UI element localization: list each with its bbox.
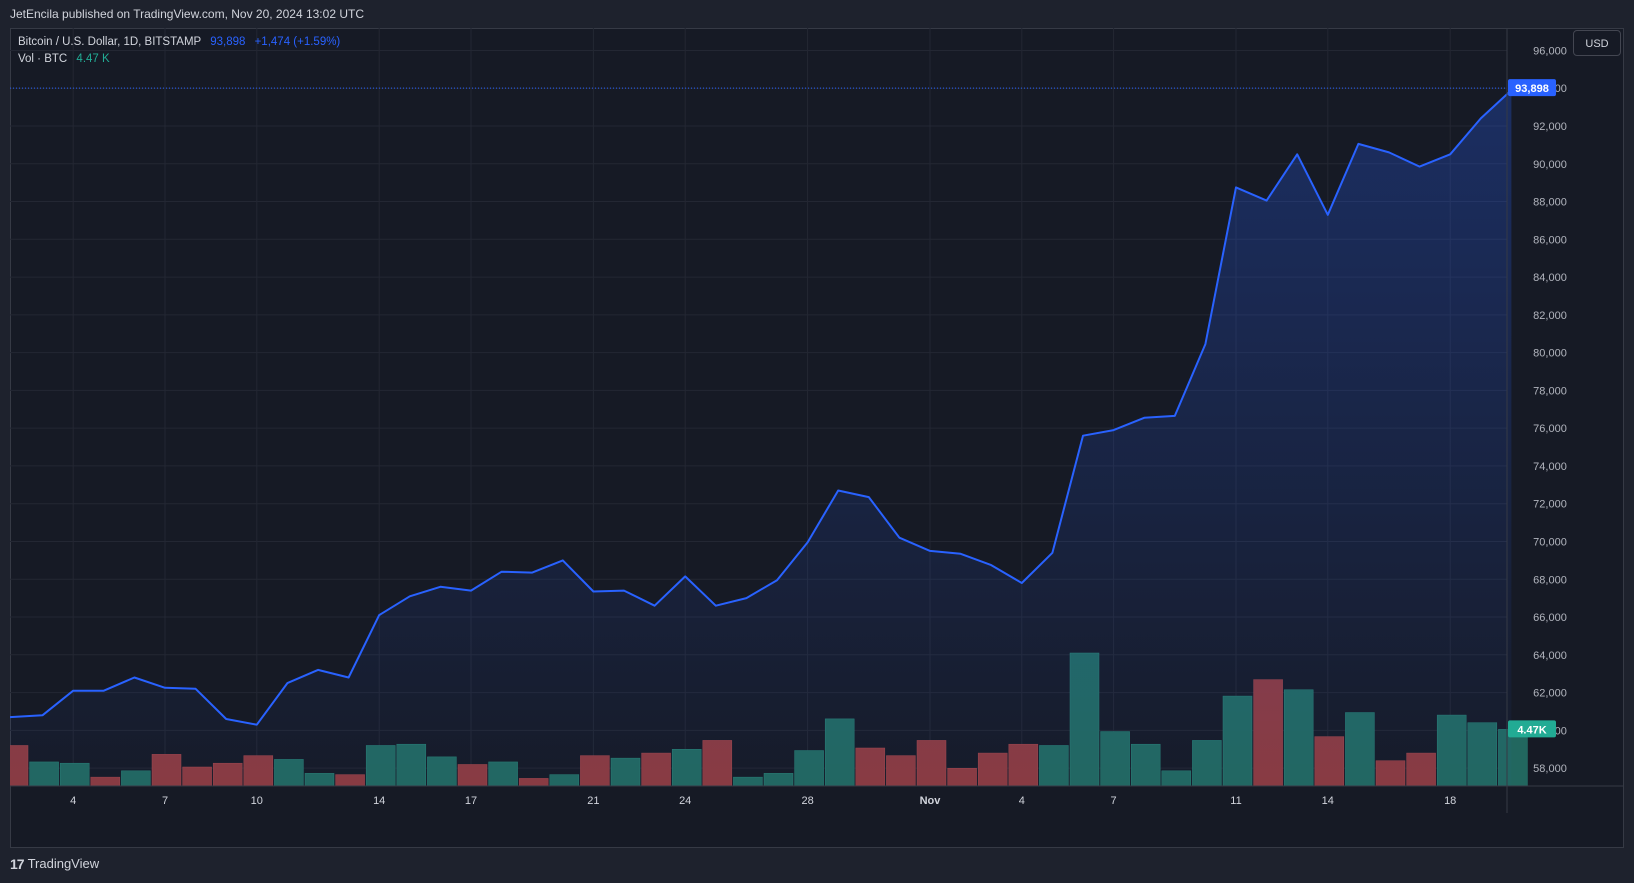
x-tick-label: 28 bbox=[801, 795, 813, 807]
footer-brand-label: TradingView bbox=[27, 856, 100, 871]
y-tick-label: 76,000 bbox=[1533, 423, 1567, 435]
price-area bbox=[10, 90, 1512, 787]
x-tick-label: 17 bbox=[465, 795, 477, 807]
price-area-fill bbox=[10, 90, 1512, 787]
price-chart[interactable]: 96,00094,00092,00090,00088,00086,00084,0… bbox=[10, 28, 1624, 848]
x-tick-label: 10 bbox=[251, 795, 263, 807]
price-line bbox=[10, 89, 1513, 726]
y-tick-label: 80,000 bbox=[1533, 348, 1567, 360]
x-tick-label: 7 bbox=[162, 795, 168, 807]
x-tick-label: 14 bbox=[1322, 795, 1334, 807]
x-tick-label: 24 bbox=[679, 795, 691, 807]
y-tick-label: 58,000 bbox=[1533, 763, 1567, 775]
x-tick-label: 11 bbox=[1230, 795, 1241, 807]
y-tick-label: 72,000 bbox=[1533, 499, 1567, 511]
x-tick-label: 4 bbox=[70, 795, 76, 807]
y-tick-label: 62,000 bbox=[1533, 688, 1567, 700]
y-tick-label: 68,000 bbox=[1533, 574, 1567, 586]
y-tick-label: 92,000 bbox=[1533, 121, 1567, 133]
y-tick-label: 70,000 bbox=[1533, 536, 1567, 548]
legend-change: +1,474 (+1.59%) bbox=[254, 36, 341, 48]
publish-header: JetEncila published on TradingView.com, … bbox=[0, 0, 1634, 28]
y-tick-label: 66,000 bbox=[1533, 612, 1567, 624]
current-price-label: 93,898 bbox=[1515, 83, 1549, 95]
volume-legend-value: 4.47 K bbox=[76, 53, 110, 65]
currency-button[interactable]: USD bbox=[1573, 30, 1621, 56]
x-tick-label: 14 bbox=[373, 795, 385, 807]
current-volume-label: 4.47K bbox=[1517, 724, 1546, 736]
x-tick-label: 21 bbox=[587, 795, 599, 807]
price-line-group bbox=[10, 87, 1513, 726]
footer-brand[interactable]: 17 TradingView bbox=[10, 852, 99, 876]
y-tick-label: 82,000 bbox=[1533, 310, 1567, 322]
y-tick-label: 78,000 bbox=[1533, 385, 1567, 397]
symbol-label[interactable]: Bitcoin / U.S. Dollar, 1D, BITSTAMP bbox=[18, 36, 201, 48]
axes: 96,00094,00092,00090,00088,00086,00084,0… bbox=[10, 28, 1624, 813]
published-text: JetEncila published on TradingView.com, … bbox=[10, 7, 364, 21]
chart-legend: Bitcoin / U.S. Dollar, 1D, BITSTAMP 93,8… bbox=[18, 34, 340, 68]
current-volume-badge bbox=[1508, 720, 1556, 738]
y-tick-label: 96,000 bbox=[1533, 45, 1567, 57]
x-tick-label: 7 bbox=[1111, 795, 1117, 807]
y-tick-label: 88,000 bbox=[1533, 197, 1567, 209]
x-tick-label: Nov bbox=[920, 795, 942, 807]
y-tick-label: 90,000 bbox=[1533, 159, 1567, 171]
y-tick-label: 64,000 bbox=[1533, 650, 1567, 662]
y-tick-label: 74,000 bbox=[1533, 461, 1567, 473]
x-tick-label: 4 bbox=[1019, 795, 1025, 807]
current-price-badge bbox=[1508, 79, 1556, 97]
x-tick-label: 18 bbox=[1444, 795, 1456, 807]
y-tick-label: 86,000 bbox=[1533, 234, 1567, 246]
tradingview-logo-icon: 17 bbox=[10, 856, 25, 872]
volume-legend-label[interactable]: Vol · BTC bbox=[18, 53, 68, 65]
y-tick-label: 84,000 bbox=[1533, 272, 1567, 284]
legend-price: 93,898 bbox=[210, 36, 246, 48]
